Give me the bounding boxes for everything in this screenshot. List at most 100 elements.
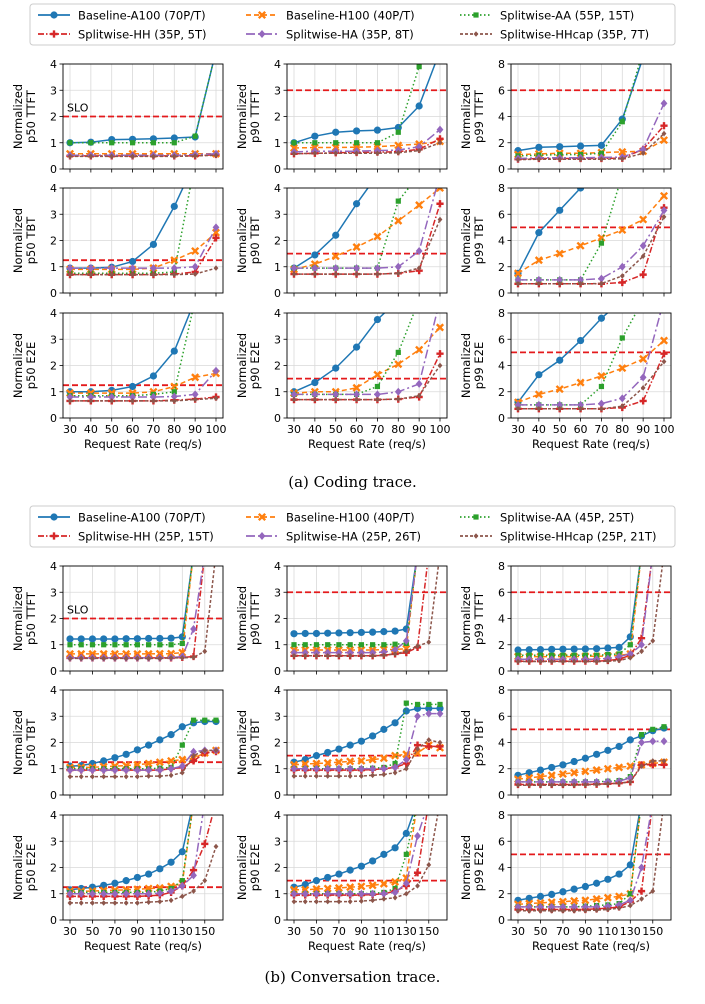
data-point-baseline-h100 [394,216,403,225]
data-point-baseline-h100 [603,893,612,902]
data-point-splitwise-aa [179,742,185,748]
series-group [513,188,669,288]
data-point-splitwise-aa [437,172,442,177]
data-point-splitwise-hhcap [375,396,380,403]
data-point-splitwise-hhcap [325,898,331,905]
data-point-splitwise-aa [417,172,422,177]
data-point-splitwise-ha [213,549,220,557]
series-line-splitwise-ha [518,209,665,281]
data-point-splitwise-hhcap [594,907,600,913]
data-point-baseline-h100 [615,763,624,772]
data-point-splitwise-aa [374,140,381,146]
data-point-splitwise-aa [213,48,218,53]
data-point-splitwise-hhcap [627,655,633,661]
data-point-splitwise-aa [213,297,218,302]
data-point-splitwise-ha [145,889,153,898]
data-point-splitwise-aa [417,297,422,302]
data-point-splitwise-aa [157,642,163,648]
data-point-splitwise-ha [437,798,444,806]
data-point-splitwise-ha [391,888,399,897]
plot-frame [510,565,672,672]
data-point-baseline-h100 [581,896,590,905]
data-point-splitwise-ha [415,247,423,255]
data-point-splitwise-ha [374,390,381,399]
data-point-splitwise-hhcap [605,906,611,913]
y-tick-label: 1 [50,261,57,274]
data-point-splitwise-hhcap [538,908,543,914]
data-point-splitwise-hhcap [191,888,196,894]
data-point-baseline-a100 [535,143,543,151]
series-line-splitwise-aa [70,313,193,397]
data-point-splitwise-hhcap [381,896,387,902]
y-tick-label: 3 [274,333,281,346]
data-point-splitwise-hh [425,798,432,805]
data-point-splitwise-ha [638,640,645,649]
data-point-splitwise-ha [346,764,354,773]
legend-conversation: Baseline-A100 (70P/T) Baseline-H100 (40P/… [29,505,676,548]
data-point-splitwise-ha [414,832,421,840]
data-point-splitwise-ha [537,902,544,911]
y-tick-label: 2 [50,235,57,248]
data-point-baseline-a100 [414,549,421,556]
slo-label: SLO [67,102,89,115]
data-point-splitwise-aa [598,150,605,156]
legend-label: Baseline-A100 (70P/T) [78,9,206,23]
data-point-splitwise-ha [335,648,343,657]
y-tick-label: 0 [50,665,57,678]
data-point-splitwise-hhcap [171,153,177,160]
data-point-baseline-a100 [626,736,634,744]
data-point-splitwise-ha [178,881,186,890]
data-point-baseline-a100 [394,123,402,132]
legend-label: Splitwise-HA (25P, 26T) [286,530,421,544]
data-point-baseline-a100 [638,798,645,805]
data-point-splitwise-aa [134,642,140,648]
data-point-baseline-h100 [659,336,669,345]
panel-conversation-0-1: 0 1 2 3 4 Normalizedp90 TTFT [235,549,448,678]
y-tick-label: 1 [50,888,57,901]
data-point-splitwise-hhcap [168,772,174,779]
data-point-splitwise-aa [333,140,339,146]
data-point-splitwise-aa [661,550,666,555]
data-point-splitwise-ha [100,889,108,898]
data-point-splitwise-aa [78,642,84,648]
x-tick-label: 70 [108,925,122,938]
data-point-splitwise-aa [426,799,431,804]
data-point-splitwise-hhcap [302,652,308,659]
data-point-baseline-a100 [436,47,443,54]
data-point-splitwise-hhcap [515,782,521,788]
data-point-splitwise-aa [347,642,353,648]
series-group [65,48,221,160]
y-tick-label: 3 [50,208,57,221]
data-point-baseline-a100 [324,873,332,882]
series-line-splitwise-ha [294,313,438,396]
data-point-splitwise-ha [425,798,432,806]
data-point-splitwise-ha [369,648,377,657]
data-point-splitwise-hh [660,798,667,805]
data-point-splitwise-ha [369,764,377,773]
y-tick-label: 1 [274,386,281,399]
y-tick-label: 1 [50,639,57,652]
data-point-splitwise-hhcap [90,773,95,780]
data-point-baseline-h100 [437,799,443,805]
series-line-baseline-h100 [517,195,665,274]
plot-frame [62,63,224,170]
data-point-baseline-h100 [312,759,321,768]
data-point-splitwise-hhcap [213,152,219,159]
data-point-splitwise-hhcap [333,150,339,157]
data-point-splitwise-ha [77,766,85,775]
data-point-baseline-h100 [650,550,656,556]
data-point-splitwise-aa [191,550,196,555]
y-tick-label: 2 [50,862,57,875]
data-point-splitwise-aa [213,717,219,723]
y-tick-label: 0 [274,789,281,802]
data-point-baseline-h100 [576,378,585,387]
y-tick-label: 0 [274,412,281,425]
data-point-splitwise-ha [290,264,298,273]
data-point-splitwise-hhcap [661,214,667,220]
series-line-splitwise-hhcap [294,219,441,275]
x-tick-label: 130 [620,925,641,938]
data-point-baseline-a100 [324,748,332,757]
data-point-splitwise-hhcap [616,905,622,911]
data-point-splitwise-hh [425,549,432,556]
data-point-splitwise-hhcap [78,773,84,780]
